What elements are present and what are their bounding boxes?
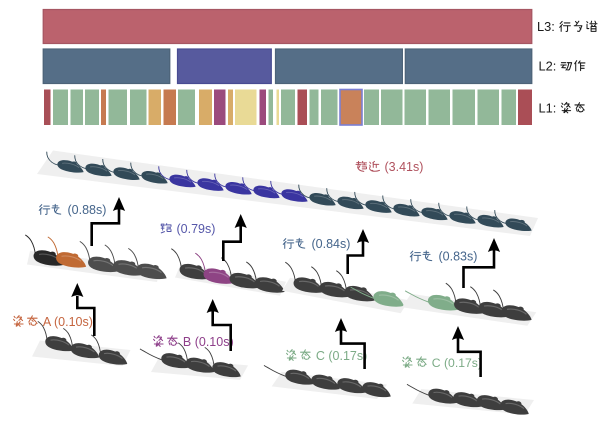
svg-text:C (0.17s): C (0.17s) — [432, 356, 482, 370]
svg-text:(0.79s): (0.79s) — [177, 222, 216, 236]
svg-text:C (0.17s): C (0.17s) — [316, 349, 367, 363]
svg-text:L3:: L3: — [537, 19, 555, 34]
svg-text:(0.83s): (0.83s) — [439, 250, 478, 264]
svg-text:B (0.10s): B (0.10s) — [183, 335, 234, 349]
svg-text:(0.88s): (0.88s) — [68, 203, 107, 217]
svg-text:(3.41s): (3.41s) — [385, 160, 424, 174]
svg-text:L1:: L1: — [539, 101, 557, 116]
svg-text:(0.84s): (0.84s) — [312, 237, 351, 251]
svg-text:L2:: L2: — [539, 59, 557, 74]
svg-text:A (0.10s): A (0.10s) — [43, 315, 93, 329]
